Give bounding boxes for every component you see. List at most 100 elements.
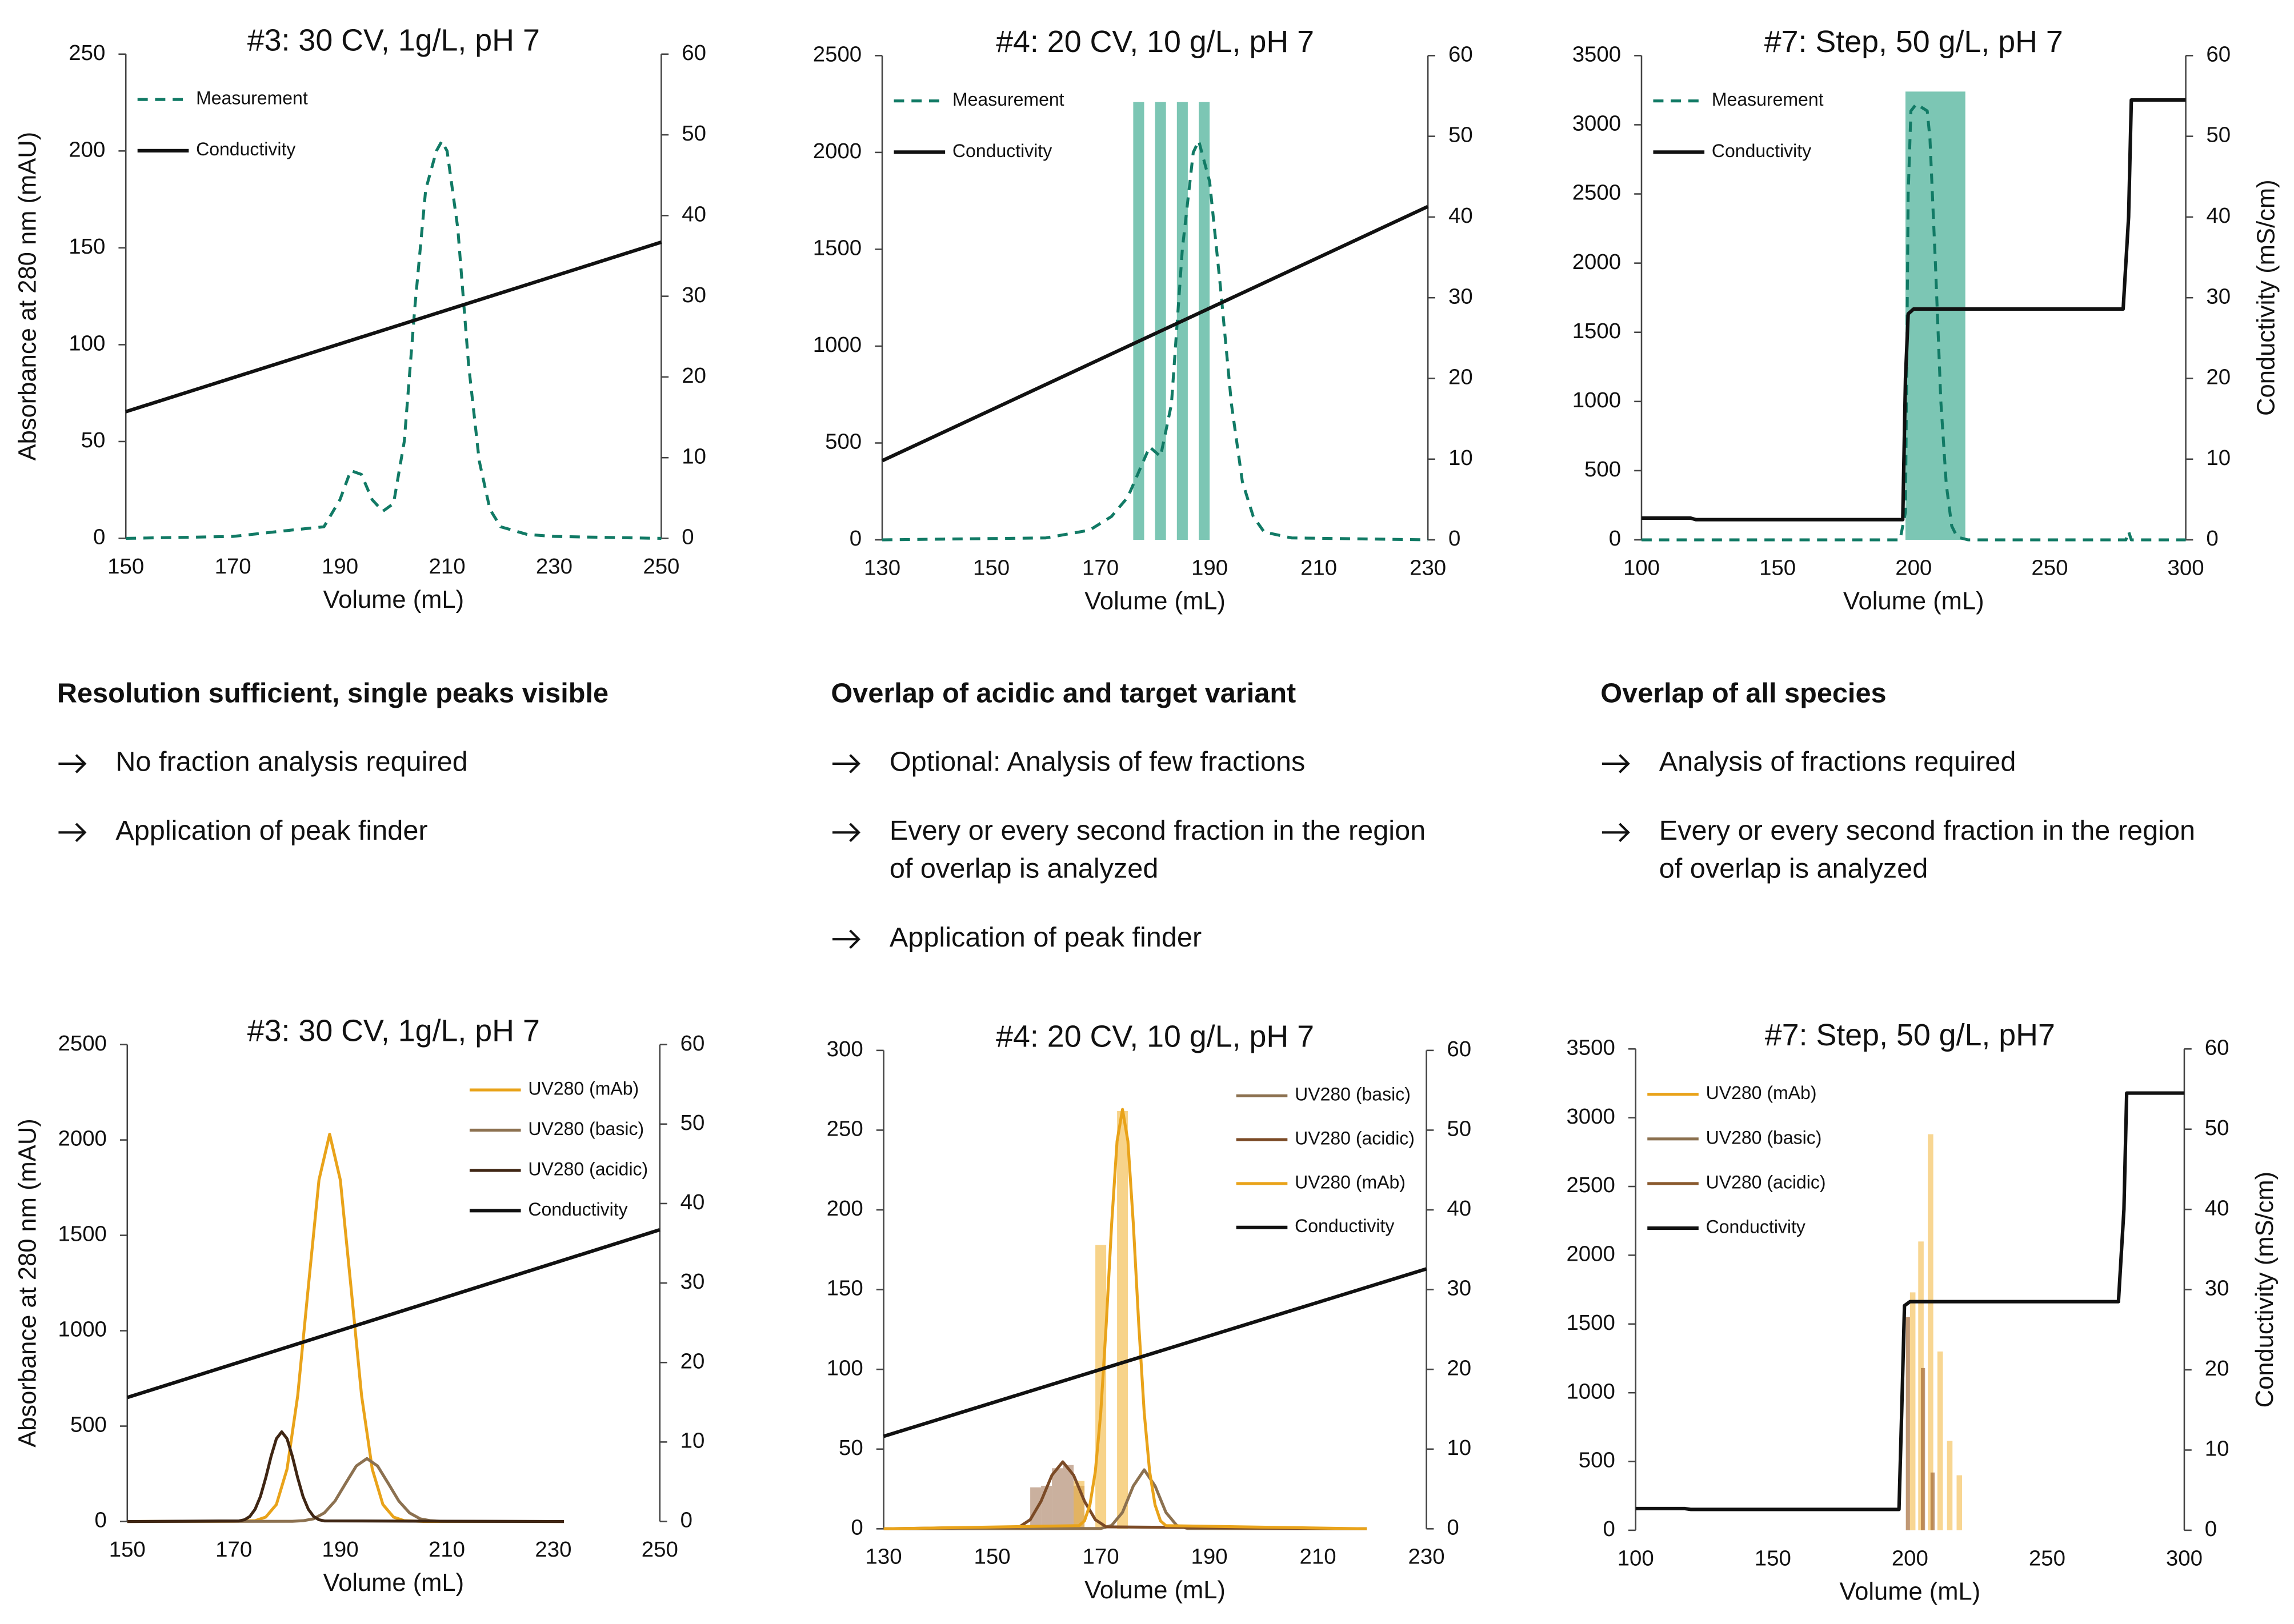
fraction-bar <box>1930 1472 1935 1530</box>
legend-label: UV280 (basic) <box>528 1118 644 1139</box>
chart-title: #4: 20 CV, 10 g/L, pH 7 <box>996 1020 1314 1054</box>
fraction-bar <box>1921 1368 1925 1530</box>
legend-label: UV280 (acidic) <box>528 1158 648 1179</box>
y2-tick-label: 30 <box>680 1269 705 1294</box>
y-tick-label: 1000 <box>1572 388 1621 412</box>
y2-axis-label: Conductivity (mS/cm) <box>2252 179 2280 416</box>
legend-label: Conductivity <box>528 1199 627 1220</box>
y-tick-label: 1000 <box>813 332 862 357</box>
y2-tick-label: 20 <box>2206 365 2231 390</box>
series-line <box>883 1267 1427 1438</box>
y-tick-label: 2500 <box>1572 181 1621 205</box>
legend-label: UV280 (mAb) <box>528 1078 639 1098</box>
x-tick-label: 250 <box>643 554 679 579</box>
y2-tick-label: 10 <box>1448 446 1473 470</box>
y-axis-label: Absorbance at 280 nm (mAU) <box>14 132 42 461</box>
y2-tick-label: 30 <box>2205 1276 2229 1301</box>
x-tick-label: 150 <box>974 1545 1011 1569</box>
y-tick-label: 500 <box>825 430 862 454</box>
y-tick-label: 1500 <box>1572 319 1621 343</box>
x-tick-label: 300 <box>2166 1546 2203 1570</box>
y2-tick-label: 10 <box>682 444 706 468</box>
arrow <box>1602 754 1630 773</box>
y2-tick-label: 10 <box>1447 1435 1471 1460</box>
legend-label: Measurement <box>196 88 308 109</box>
x-tick-label: 170 <box>215 1537 252 1562</box>
x-tick-label: 150 <box>973 555 1010 580</box>
y-tick-label: 500 <box>70 1413 107 1437</box>
y-tick-label: 200 <box>827 1196 863 1221</box>
y2-tick-label: 20 <box>682 363 706 388</box>
y2-tick-label: 40 <box>1448 203 1473 228</box>
y-tick-label: 2000 <box>813 139 862 163</box>
series-line <box>126 139 662 540</box>
y-tick-label: 100 <box>827 1356 863 1380</box>
y-tick-label: 3500 <box>1572 42 1621 66</box>
series-line <box>126 1228 660 1400</box>
x-axis-label: Volume (mL) <box>1084 1577 1226 1604</box>
legend-label: UV280 (acidic) <box>1706 1172 1826 1192</box>
x-tick-label: 170 <box>215 554 251 579</box>
y-tick-label: 0 <box>1609 526 1621 551</box>
x-tick-label: 210 <box>1300 555 1337 580</box>
y-tick-label: 3000 <box>1566 1104 1615 1129</box>
y-tick-label: 2000 <box>58 1126 106 1151</box>
legend-label: UV280 (acidic) <box>1295 1128 1415 1149</box>
y-tick-label: 100 <box>69 331 105 356</box>
column-heading: Overlap of acidic and target variant <box>831 679 1296 710</box>
y-tick-label: 1500 <box>58 1222 106 1246</box>
arrow <box>58 754 87 773</box>
y-tick-label: 150 <box>69 234 105 259</box>
arrow <box>58 823 87 843</box>
y2-tick-label: 60 <box>2205 1035 2229 1060</box>
arrow <box>832 929 860 949</box>
series-line <box>882 139 1428 542</box>
y2-tick-label: 30 <box>1447 1276 1471 1301</box>
y-tick-label: 3500 <box>1566 1035 1615 1060</box>
y2-axis-label: Conductivity (mS/cm) <box>2251 1172 2279 1408</box>
x-tick-label: 130 <box>866 1545 902 1569</box>
y2-tick-label: 50 <box>2206 123 2231 147</box>
y2-tick-label: 0 <box>1447 1515 1459 1539</box>
y2-tick-label: 50 <box>2205 1116 2229 1140</box>
bullet-text: No fraction analysis required <box>115 747 468 779</box>
series-line <box>883 1460 1367 1530</box>
y2-tick-label: 10 <box>680 1429 705 1453</box>
y2-tick-label: 0 <box>682 525 694 550</box>
x-tick-label: 230 <box>1410 555 1446 580</box>
bullet-text: Optional: Analysis of few fractions <box>889 747 1306 779</box>
y-tick-label: 150 <box>827 1276 863 1301</box>
x-tick-label: 190 <box>1191 555 1228 580</box>
series-line <box>127 1457 565 1523</box>
series-line <box>1635 1091 2184 1511</box>
fraction-bar <box>1133 102 1144 540</box>
legend-label: Conductivity <box>1295 1216 1394 1236</box>
y2-tick-label: 40 <box>1447 1196 1471 1221</box>
y-tick-label: 250 <box>69 41 105 65</box>
x-tick-label: 210 <box>1300 1545 1336 1569</box>
fraction-bar <box>1956 1475 1963 1530</box>
legend-label: UV280 (mAb) <box>1295 1172 1406 1192</box>
y2-tick-label: 40 <box>682 202 706 226</box>
y-tick-label: 250 <box>827 1117 863 1141</box>
y-tick-label: 0 <box>1603 1517 1615 1541</box>
y2-tick-label: 20 <box>1448 365 1473 390</box>
fraction-bar <box>1947 1441 1953 1530</box>
chart-title: #7: Step, 50 g/L, pH7 <box>1765 1018 2055 1052</box>
x-axis-label: Volume (mL) <box>323 1569 464 1597</box>
y-tick-label: 2500 <box>813 42 862 66</box>
fraction-bar <box>1909 1292 1916 1530</box>
bullet: No fraction analysis required <box>57 745 657 783</box>
fraction-bar <box>1928 1134 1933 1530</box>
column-heading: Overlap of all species <box>1600 679 1887 710</box>
x-tick-label: 170 <box>1082 555 1119 580</box>
x-tick-label: 100 <box>1623 555 1660 580</box>
x-tick-label: 190 <box>1191 1545 1228 1569</box>
x-tick-label: 200 <box>1895 555 1932 580</box>
x-tick-label: 230 <box>535 1537 571 1562</box>
chart-title: #3: 30 CV, 1g/L, pH 7 <box>247 23 540 57</box>
y-tick-label: 300 <box>827 1037 863 1061</box>
column-heading: Resolution sufficient, single peaks visi… <box>57 679 609 710</box>
